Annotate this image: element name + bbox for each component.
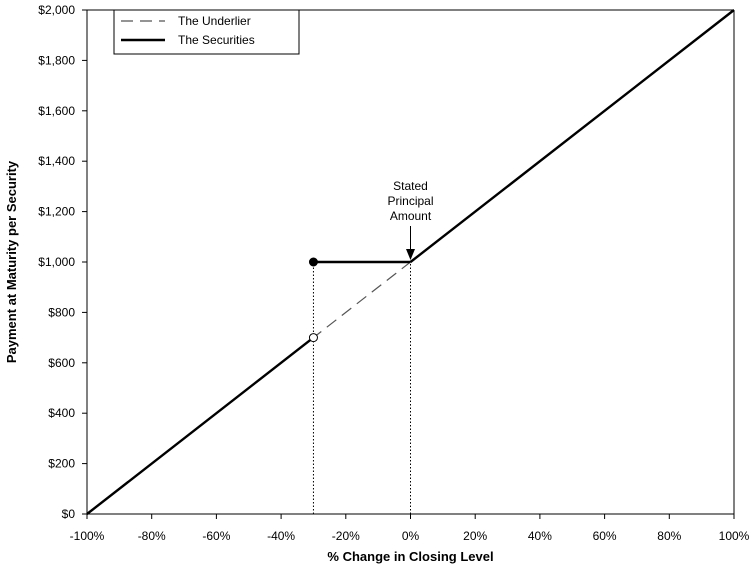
x-tick-label: 20% — [463, 529, 487, 543]
annotation-arrow-head — [406, 249, 415, 260]
x-tick-label: -100% — [70, 529, 105, 543]
x-tick-label: 60% — [593, 529, 617, 543]
filled-marker — [308, 257, 318, 267]
y-tick-label: $1,800 — [38, 53, 75, 67]
x-tick-label: -80% — [138, 529, 166, 543]
annotation-text-line: Principal — [387, 194, 433, 208]
axes: -100% -80% -60% -40% -20% 0% 20% 40% 60% 80% 100% $… — [38, 3, 749, 543]
y-tick-label: $1,400 — [38, 154, 75, 168]
securities-line-segment — [86, 336, 315, 515]
x-tick-label: 0% — [402, 529, 420, 543]
y-tick-label: $0 — [62, 507, 76, 521]
y-tick-label: $200 — [48, 457, 75, 471]
legend-label-underlier: The Underlier — [178, 14, 251, 28]
y-axis-title: Payment at Maturity per Security — [4, 160, 19, 363]
series-group — [86, 9, 735, 515]
y-tick-label: $1,600 — [38, 104, 75, 118]
y-tick-label: $1,200 — [38, 205, 75, 219]
legend-box — [113, 9, 300, 55]
x-tick-label: -60% — [202, 529, 230, 543]
x-tick-label: 80% — [657, 529, 681, 543]
open-marker — [308, 333, 318, 343]
x-tick-label: -40% — [267, 529, 295, 543]
y-tick-label: $600 — [48, 356, 75, 370]
x-tick-label: 100% — [719, 529, 750, 543]
annotation-text-line: Amount — [390, 209, 432, 223]
reference-lines — [312, 262, 411, 514]
x-axis-title: % Change in Closing Level — [327, 549, 493, 564]
annotation-text-line: Stated — [393, 179, 428, 193]
y-tick-label: $800 — [48, 305, 75, 319]
markers-group — [308, 257, 318, 343]
x-tick-label: 40% — [528, 529, 552, 543]
y-tick-label: $400 — [48, 406, 75, 420]
legend: The Underlier The Securities — [113, 9, 300, 55]
x-tick-label: -20% — [332, 529, 360, 543]
y-tick-label: $1,000 — [38, 255, 75, 269]
y-tick-label: $2,000 — [38, 3, 75, 17]
legend-label-securities: The Securities — [178, 33, 255, 47]
securities-line-segment — [409, 9, 735, 263]
